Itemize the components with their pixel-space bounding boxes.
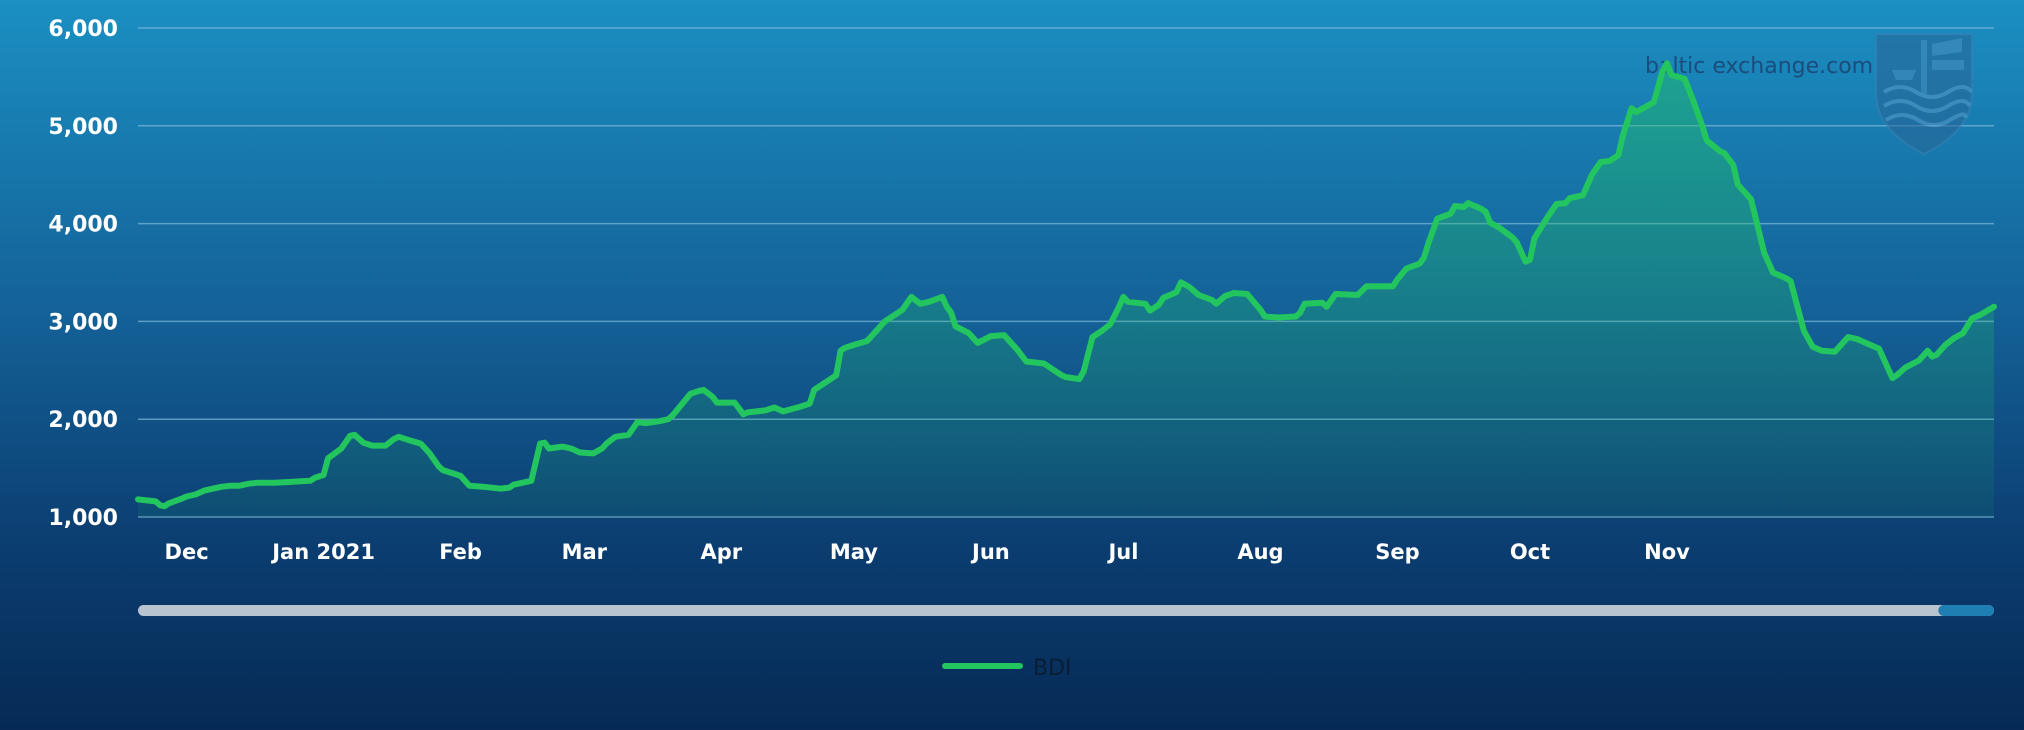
x-tick-label: Jul bbox=[1106, 540, 1138, 564]
y-axis-ticks: 1,000 2,000 3,000 4,000 5,000 6,000 bbox=[48, 17, 118, 531]
x-axis-ticks: Dec Jan 2021 Feb Mar Apr May Jun Jul Aug Sep Oct No… bbox=[165, 540, 1691, 564]
bdi-series-line bbox=[135, 60, 1997, 510]
x-tick-label: Oct bbox=[1510, 540, 1550, 564]
x-tick-label: Sep bbox=[1375, 540, 1419, 564]
x-tick-label: Aug bbox=[1237, 540, 1283, 564]
bdi-area-fill bbox=[138, 63, 1994, 517]
legend[interactable]: BDI bbox=[942, 656, 1072, 681]
baltic-exchange-logo bbox=[1875, 33, 1974, 156]
y-tick-label: 5,000 bbox=[48, 115, 118, 140]
y-tick-label: 2,000 bbox=[48, 408, 118, 433]
y-tick-label: 4,000 bbox=[48, 213, 118, 238]
legend-bdi-label[interactable]: BDI bbox=[1033, 656, 1072, 681]
watermark-text: baltic exchange.com bbox=[1645, 54, 1873, 79]
x-tick-label: Nov bbox=[1644, 540, 1690, 564]
x-tick-label: May bbox=[830, 540, 878, 564]
x-tick-label: Mar bbox=[562, 540, 608, 564]
y-tick-label: 3,000 bbox=[48, 310, 118, 335]
x-tick-label: Jan 2021 bbox=[270, 540, 375, 564]
y-tick-label: 6,000 bbox=[48, 17, 118, 42]
scrollbar-thumb[interactable] bbox=[1938, 605, 1994, 616]
x-tick-label: Dec bbox=[165, 540, 209, 564]
x-tick-label: Jun bbox=[970, 540, 1010, 564]
x-tick-label: Apr bbox=[700, 540, 742, 564]
x-tick-label: Feb bbox=[439, 540, 482, 564]
range-scrollbar[interactable] bbox=[138, 605, 1994, 616]
y-tick-label: 1,000 bbox=[48, 506, 118, 531]
scrollbar-track[interactable] bbox=[138, 605, 1994, 616]
